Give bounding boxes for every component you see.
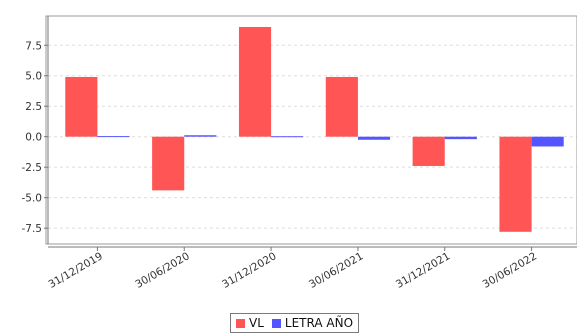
- bar-vl: [238, 26, 272, 137]
- y-tick-label: -7.5: [22, 223, 43, 235]
- y-tick-label: 0.0: [25, 132, 42, 144]
- bar-letra-ano: [531, 136, 564, 147]
- bar-vl: [65, 76, 98, 137]
- y-axis: -7.5 -5.0 -2.5 0.0 2.5 5.0 7.5: [22, 16, 49, 244]
- bar-letra-ano: [444, 136, 477, 140]
- bar-vl: [499, 136, 532, 232]
- plot-area: [45, 15, 577, 245]
- x-tick-label: 31/12/2020: [220, 250, 278, 291]
- y-tick-label: -2.5: [22, 162, 43, 174]
- legend-label-vl: VL: [249, 316, 264, 330]
- bar-vl: [325, 76, 358, 137]
- bar-letra-ano: [97, 136, 130, 138]
- x-axis: 31/12/2019 30/06/2020 31/12/2020 30/06/2021…: [46, 246, 577, 291]
- legend: VL LETRA AÑO: [230, 313, 360, 333]
- x-tick-label: 31/12/2021: [394, 250, 452, 291]
- bar-letra-ano: [357, 136, 391, 140]
- legend-item-letra-ano: LETRA AÑO: [271, 316, 354, 330]
- legend-item-vl: VL: [236, 316, 264, 330]
- y-tick-label: 5.0: [25, 71, 42, 83]
- bars: [65, 26, 564, 232]
- bar-letra-ano: [184, 135, 217, 137]
- y-tick-label: 7.5: [25, 40, 42, 52]
- x-tick-label: 31/12/2019: [46, 250, 104, 291]
- legend-swatch-letra-ano: [271, 318, 281, 328]
- legend-swatch-vl: [236, 318, 245, 328]
- y-tick-label: 2.5: [25, 101, 42, 113]
- x-tick-label: 30/06/2021: [307, 250, 365, 291]
- gridlines: [48, 44, 577, 229]
- x-tick-label: 30/06/2022: [481, 250, 539, 291]
- bar-vl: [152, 136, 185, 191]
- legend-label-letra-ano: LETRA AÑO: [284, 316, 354, 330]
- bar-letra-ano: [271, 136, 304, 138]
- y-tick-label: -5.0: [22, 193, 43, 205]
- bar-vl: [412, 136, 445, 166]
- x-tick-label: 30/06/2020: [133, 250, 191, 291]
